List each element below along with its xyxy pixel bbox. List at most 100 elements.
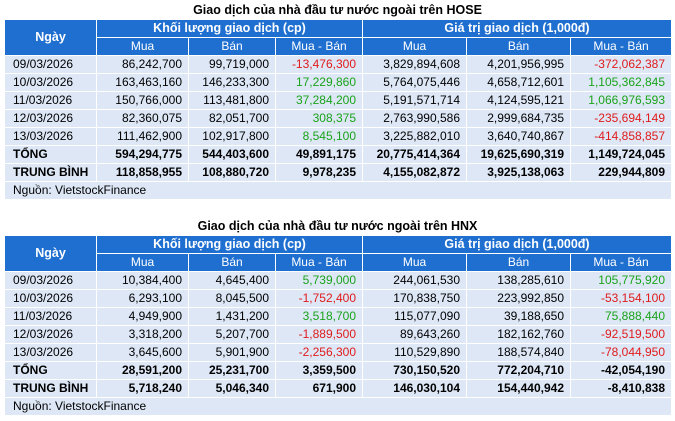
average-value-cell: 229,944,809 xyxy=(569,163,673,182)
net-positive-cell: 3,518,700 xyxy=(275,307,363,326)
value-cell: 3,640,740,867 xyxy=(466,127,571,146)
value-cell: 3,829,894,608 xyxy=(362,55,467,74)
total-value-cell: 772,204,710 xyxy=(466,361,571,380)
total-value-cell: 544,403,600 xyxy=(188,145,276,164)
date-cell: 10/03/2026 xyxy=(4,73,97,92)
net-negative-cell: -372,062,387 xyxy=(569,55,673,74)
value-cell: 170,838,750 xyxy=(362,289,467,308)
date-cell: 10/03/2026 xyxy=(4,289,97,308)
average-value-cell: 671,900 xyxy=(275,379,363,398)
value-cell: 111,462,900 xyxy=(96,127,189,146)
table-row: 09/03/2026 86,242,700 99,719,000 -13,476,30… xyxy=(4,55,673,74)
value-cell: 102,917,800 xyxy=(188,127,276,146)
table-row: 12/03/2026 82,360,075 82,051,700 308,375 2,7… xyxy=(4,109,673,128)
value-cell: 86,242,700 xyxy=(96,55,189,74)
value-cell: 4,949,900 xyxy=(96,307,189,326)
source-row: Nguồn: VietstockFinance xyxy=(3,181,673,200)
total-value-cell: 730,150,520 xyxy=(362,361,467,380)
net-negative-cell: -92,519,500 xyxy=(569,325,673,344)
value-cell: 99,719,000 xyxy=(188,55,276,74)
net-positive-cell: 17,229,860 xyxy=(275,73,363,92)
date-cell: 12/03/2026 xyxy=(4,325,97,344)
total-value-cell: 49,891,175 xyxy=(275,145,363,164)
value-cell: 146,233,300 xyxy=(188,73,276,92)
net-negative-cell: -53,154,100 xyxy=(569,289,673,308)
net-positive-cell: 308,375 xyxy=(275,109,363,128)
total-row: TỔNG 28,591,200 25,231,700 3,359,500 730,150… xyxy=(4,361,673,380)
net-positive-cell: 1,066,976,593 xyxy=(569,91,673,110)
value-cell: 2,763,990,586 xyxy=(362,109,467,128)
hnx-sub-header: Mua - Bán xyxy=(569,253,673,272)
value-cell: 182,162,760 xyxy=(466,325,571,344)
hose-section: Giao dịch của nhà đầu tư nước ngoài trên… xyxy=(3,0,673,200)
hose-header-volume: Khối lượng giao dịch (cp) xyxy=(96,19,363,38)
value-cell: 3,225,882,010 xyxy=(362,127,467,146)
hnx-sub-header: Mua xyxy=(362,253,467,272)
value-cell: 138,285,610 xyxy=(466,271,571,290)
net-positive-cell: 1,105,362,845 xyxy=(569,73,673,92)
date-cell: 13/03/2026 xyxy=(4,127,97,146)
hose-sub-header: Mua xyxy=(96,37,189,56)
average-value-cell: 108,880,720 xyxy=(188,163,276,182)
value-cell: 82,051,700 xyxy=(188,109,276,128)
hnx-section: Giao dịch của nhà đầu tư nước ngoài trên… xyxy=(3,216,673,416)
table-row: 10/03/2026 6,293,100 8,045,500 -1,752,400 17… xyxy=(4,289,673,308)
average-value-cell: 5,718,240 xyxy=(96,379,189,398)
average-value-cell: 118,858,955 xyxy=(96,163,189,182)
value-cell: 39,188,650 xyxy=(466,307,571,326)
hnx-body: 09/03/2026 10,384,400 4,645,400 5,739,000 24… xyxy=(3,271,673,416)
date-cell: 11/03/2026 xyxy=(4,307,97,326)
value-cell: 5,901,900 xyxy=(188,343,276,362)
value-cell: 1,431,200 xyxy=(188,307,276,326)
net-positive-cell: 37,284,200 xyxy=(275,91,363,110)
hose-header-value: Giá trị giao dịch (1,000đ) xyxy=(361,19,673,38)
total-row: TỔNG 594,294,775 544,403,600 49,891,175 20,7… xyxy=(4,145,673,164)
value-cell: 4,124,595,121 xyxy=(466,91,571,110)
table-row: 13/03/2026 111,462,900 102,917,800 8,545,10… xyxy=(4,127,673,146)
table-row: 13/03/2026 3,645,600 5,901,900 -2,256,300 11… xyxy=(4,343,673,362)
date-cell: 09/03/2026 xyxy=(4,55,97,74)
source-note: Nguồn: VietstockFinance xyxy=(3,181,673,200)
value-cell: 188,574,840 xyxy=(466,343,571,362)
hnx-header-value: Giá trị giao dịch (1,000đ) xyxy=(361,235,673,254)
total-value-cell: 594,294,775 xyxy=(96,145,189,164)
date-cell: 09/03/2026 xyxy=(4,271,97,290)
value-cell: 4,645,400 xyxy=(188,271,276,290)
hose-sub-header: Mua - Bán xyxy=(275,37,363,56)
net-negative-cell: -235,694,149 xyxy=(569,109,673,128)
hnx-sub-header: Bán xyxy=(188,253,276,272)
total-value-cell: 20,775,414,364 xyxy=(362,145,467,164)
total-label: TỔNG xyxy=(4,145,97,164)
net-positive-cell: 8,545,100 xyxy=(275,127,363,146)
value-cell: 244,061,530 xyxy=(362,271,467,290)
value-cell: 150,766,000 xyxy=(96,91,189,110)
average-row: TRUNG BÌNH 118,858,955 108,880,720 9,978,23… xyxy=(4,163,673,182)
average-row: TRUNG BÌNH 5,718,240 5,046,340 671,900 146,0… xyxy=(4,379,673,398)
hose-table: Ngày Khối lượng giao dịch (cp) Giá trị g… xyxy=(3,19,673,200)
net-negative-cell: -2,256,300 xyxy=(275,343,363,362)
source-note: Nguồn: VietstockFinance xyxy=(3,397,673,416)
average-value-cell: 9,978,235 xyxy=(275,163,363,182)
hose-sub-header: Bán xyxy=(188,37,276,56)
hnx-table: Ngày Khối lượng giao dịch (cp) Giá trị g… xyxy=(3,235,673,416)
net-negative-cell: -78,044,950 xyxy=(569,343,673,362)
value-cell: 5,207,700 xyxy=(188,325,276,344)
date-cell: 11/03/2026 xyxy=(4,91,97,110)
total-label: TỔNG xyxy=(4,361,97,380)
average-value-cell: 4,155,082,872 xyxy=(362,163,467,182)
table-row: 10/03/2026 163,463,160 146,233,300 17,229,8… xyxy=(4,73,673,92)
total-value-cell: 25,231,700 xyxy=(188,361,276,380)
value-cell: 6,293,100 xyxy=(96,289,189,308)
hnx-header-day: Ngày xyxy=(4,235,97,272)
net-positive-cell: 5,739,000 xyxy=(275,271,363,290)
hnx-title: Giao dịch của nhà đầu tư nước ngoài trên… xyxy=(197,219,478,233)
hnx-sub-header: Mua - Bán xyxy=(275,253,363,272)
date-cell: 13/03/2026 xyxy=(4,343,97,362)
total-value-cell: 28,591,200 xyxy=(96,361,189,380)
value-cell: 113,481,800 xyxy=(188,91,276,110)
average-label: TRUNG BÌNH xyxy=(4,379,97,398)
hnx-header-volume: Khối lượng giao dịch (cp) xyxy=(96,235,363,254)
average-value-cell: 154,440,942 xyxy=(466,379,571,398)
total-value-cell: 19,625,690,319 xyxy=(466,145,571,164)
average-value-cell: -8,410,838 xyxy=(569,379,673,398)
